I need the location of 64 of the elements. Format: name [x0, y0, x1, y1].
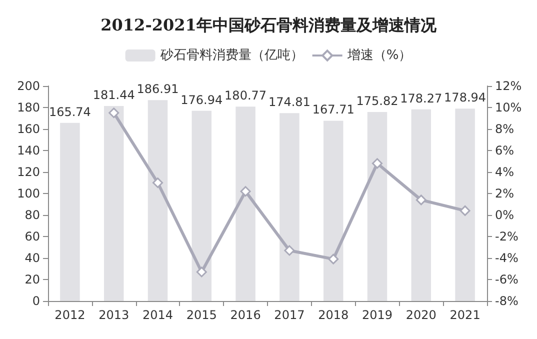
- legend-label: 砂石骨料消费量（亿吨）: [159, 48, 304, 63]
- bar: [104, 106, 124, 301]
- point: [460, 205, 470, 216]
- point: [240, 186, 251, 197]
- bar: [148, 100, 168, 301]
- point: [152, 178, 163, 188]
- y2-tick-label: 12%: [495, 79, 522, 93]
- bar: [192, 110, 212, 301]
- y2-tick-label: 8%: [495, 122, 514, 136]
- y-tick-label: 80: [24, 208, 40, 222]
- bar: [280, 113, 300, 301]
- text: 181.44: [92, 88, 135, 102]
- text: 180.77: [224, 88, 267, 103]
- y-tick-label: 180: [17, 100, 40, 114]
- point: [284, 245, 295, 256]
- y2-tick-label: 4%: [495, 165, 514, 179]
- text: 178.94: [444, 90, 486, 105]
- text: 178.27: [400, 91, 442, 106]
- point: [108, 108, 120, 118]
- y2-tick-label: -2%: [495, 230, 518, 244]
- text: 174.81: [268, 95, 310, 110]
- text: 175.82: [356, 94, 398, 108]
- y-tick-label: 60: [24, 230, 40, 244]
- x-tick-label: 2020: [406, 308, 436, 322]
- bar: [323, 120, 344, 301]
- text: 176.94: [180, 92, 223, 107]
- x-tick-label: 2021: [450, 308, 480, 322]
- x-tick-label: 2015: [186, 308, 217, 322]
- bar: [455, 108, 475, 301]
- y-tick-label: 0: [32, 294, 40, 308]
- x-tick-label: 2016: [230, 308, 261, 322]
- point: [372, 158, 382, 169]
- y-tick-label: 100: [17, 186, 40, 200]
- chart-title: 2012-2021年中国砂石骨料消费量及增速情况: [100, 16, 438, 34]
- y2-tick-label: -4%: [495, 251, 518, 265]
- bar: [411, 109, 432, 301]
- bar: [367, 112, 388, 301]
- text: 186.91: [136, 82, 179, 96]
- y-tick-label: 160: [17, 122, 40, 136]
- bar: [236, 106, 256, 301]
- bar: [60, 122, 80, 301]
- point: [196, 266, 207, 278]
- legend-label: 增速（%）: [346, 48, 412, 63]
- y2-tick-label: 6%: [495, 144, 514, 158]
- y-tick-label: 40: [24, 251, 40, 265]
- x-tick-label: 2019: [362, 308, 393, 322]
- x-tick-label: 2014: [142, 308, 174, 322]
- x-tick-label: 2013: [98, 308, 130, 322]
- y2-tick-label: 2%: [495, 186, 514, 200]
- y-tick-label: 20: [24, 272, 40, 286]
- y-tick-label: 120: [17, 165, 40, 179]
- y2-tick-label: 10%: [495, 100, 522, 114]
- point: [416, 194, 426, 206]
- text: 167.71: [312, 102, 354, 117]
- y2-tick-label: 0%: [495, 208, 514, 222]
- x-tick-label: 2017: [274, 308, 305, 322]
- point: [328, 254, 339, 264]
- y-tick-label: 140: [17, 144, 40, 158]
- y-tick-label: 200: [17, 79, 40, 93]
- text: 165.74: [48, 104, 91, 119]
- x-tick-label: 2018: [318, 308, 349, 322]
- y2-tick-label: -6%: [495, 272, 518, 286]
- x-tick-label: 2012: [54, 308, 86, 322]
- y2-tick-label: -8%: [495, 294, 518, 308]
